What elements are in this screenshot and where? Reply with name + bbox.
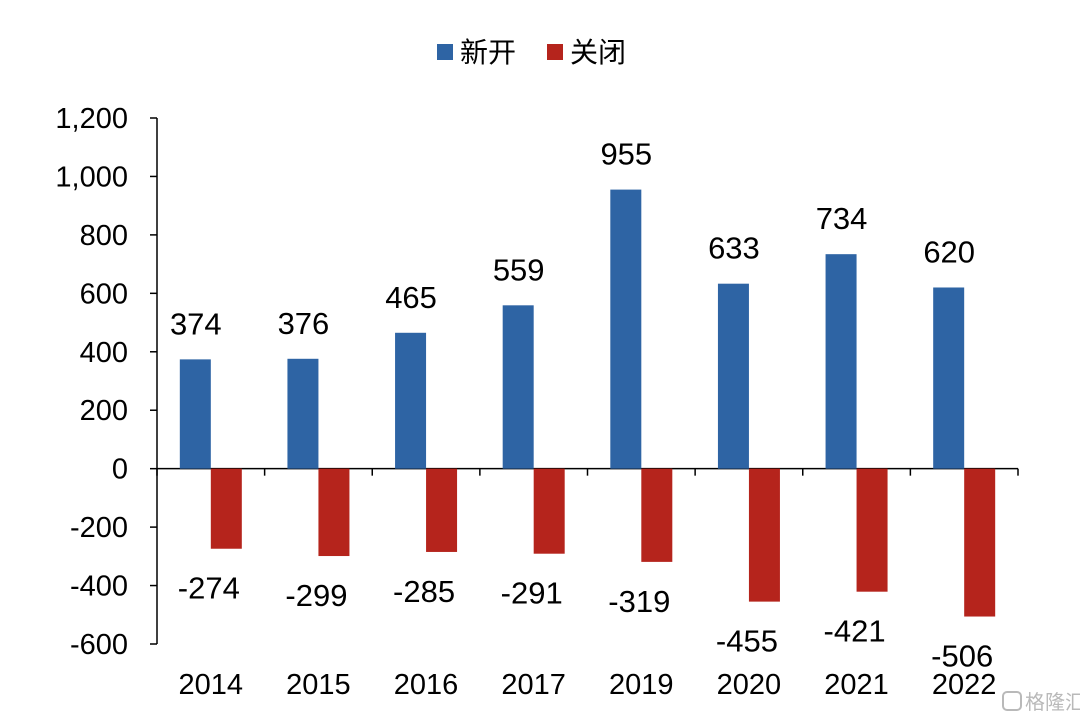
legend: 新开 关闭 [437, 37, 626, 68]
bar-new-open [502, 305, 534, 469]
x-tick-label: 2014 [179, 669, 244, 701]
data-labels: 374 -274 376 -299 465 -285 559 -291 955 -319 633 -4… [170, 137, 993, 674]
bar-new-open [610, 189, 642, 469]
data-label-new-open: 559 [493, 252, 545, 287]
legend-swatch [547, 44, 563, 60]
bar-closed [318, 468, 350, 557]
bar-new-open [717, 283, 749, 469]
x-tick-label: 2019 [609, 669, 674, 701]
bars [179, 189, 996, 617]
y-tick-label: 600 [80, 278, 128, 310]
bar-closed [641, 468, 673, 562]
bar-new-open [287, 358, 319, 469]
bar-new-open [179, 359, 211, 469]
bar-closed [533, 468, 565, 554]
x-tick-label: 2022 [932, 669, 997, 701]
glh-logo-icon [1002, 691, 1022, 711]
data-label-closed: -299 [285, 578, 347, 613]
x-tick-label: 2017 [501, 669, 566, 701]
data-label-new-open: 374 [170, 306, 222, 341]
y-tick-label: 800 [80, 220, 128, 252]
bar-new-open [395, 332, 427, 469]
data-label-closed: -455 [716, 624, 778, 659]
bar-closed [964, 468, 996, 617]
data-label-new-open: 376 [278, 306, 330, 341]
legend-label: 新开 [460, 37, 516, 68]
data-label-closed: -285 [393, 574, 455, 609]
data-label-new-open: 734 [816, 201, 868, 236]
y-tick-label: 200 [80, 395, 128, 427]
watermark-text: 格隆汇 [1025, 691, 1080, 714]
x-tick-label: 2016 [394, 669, 459, 701]
bar-new-open [933, 287, 965, 469]
legend-swatch [437, 44, 453, 60]
y-tick-label: 1,000 [55, 161, 128, 193]
bar-closed [210, 468, 242, 549]
y-tick-label: 400 [80, 337, 128, 369]
x-tick-label: 2015 [286, 669, 351, 701]
data-label-new-open: 955 [600, 137, 652, 172]
legend-label: 关闭 [570, 37, 626, 68]
x-tick-label: 2021 [824, 669, 889, 701]
data-label-new-open: 620 [923, 234, 975, 269]
bar-closed [856, 468, 888, 592]
data-label-closed: -506 [931, 639, 993, 674]
bar-new-open [825, 254, 857, 469]
data-label-closed: -319 [608, 584, 670, 619]
y-tick-label: -600 [70, 629, 128, 661]
bar-closed [426, 468, 458, 552]
bar-closed [748, 468, 780, 602]
x-tick-label: 2020 [717, 669, 782, 701]
y-tick-label: 1,200 [55, 103, 128, 135]
data-label-closed: -274 [178, 571, 240, 606]
data-label-new-open: 465 [385, 280, 437, 315]
data-label-closed: -421 [824, 614, 886, 649]
y-tick-label: -200 [70, 512, 128, 544]
y-axis: -600 -400 -200 0 200 400 600 800 1,000 1,200 [55, 103, 158, 661]
data-label-new-open: 633 [708, 231, 760, 266]
y-tick-label: -400 [70, 571, 128, 603]
y-tick-label: 0 [112, 454, 128, 486]
data-label-closed: -291 [501, 576, 563, 611]
watermark: 格隆汇 [1002, 691, 1080, 714]
